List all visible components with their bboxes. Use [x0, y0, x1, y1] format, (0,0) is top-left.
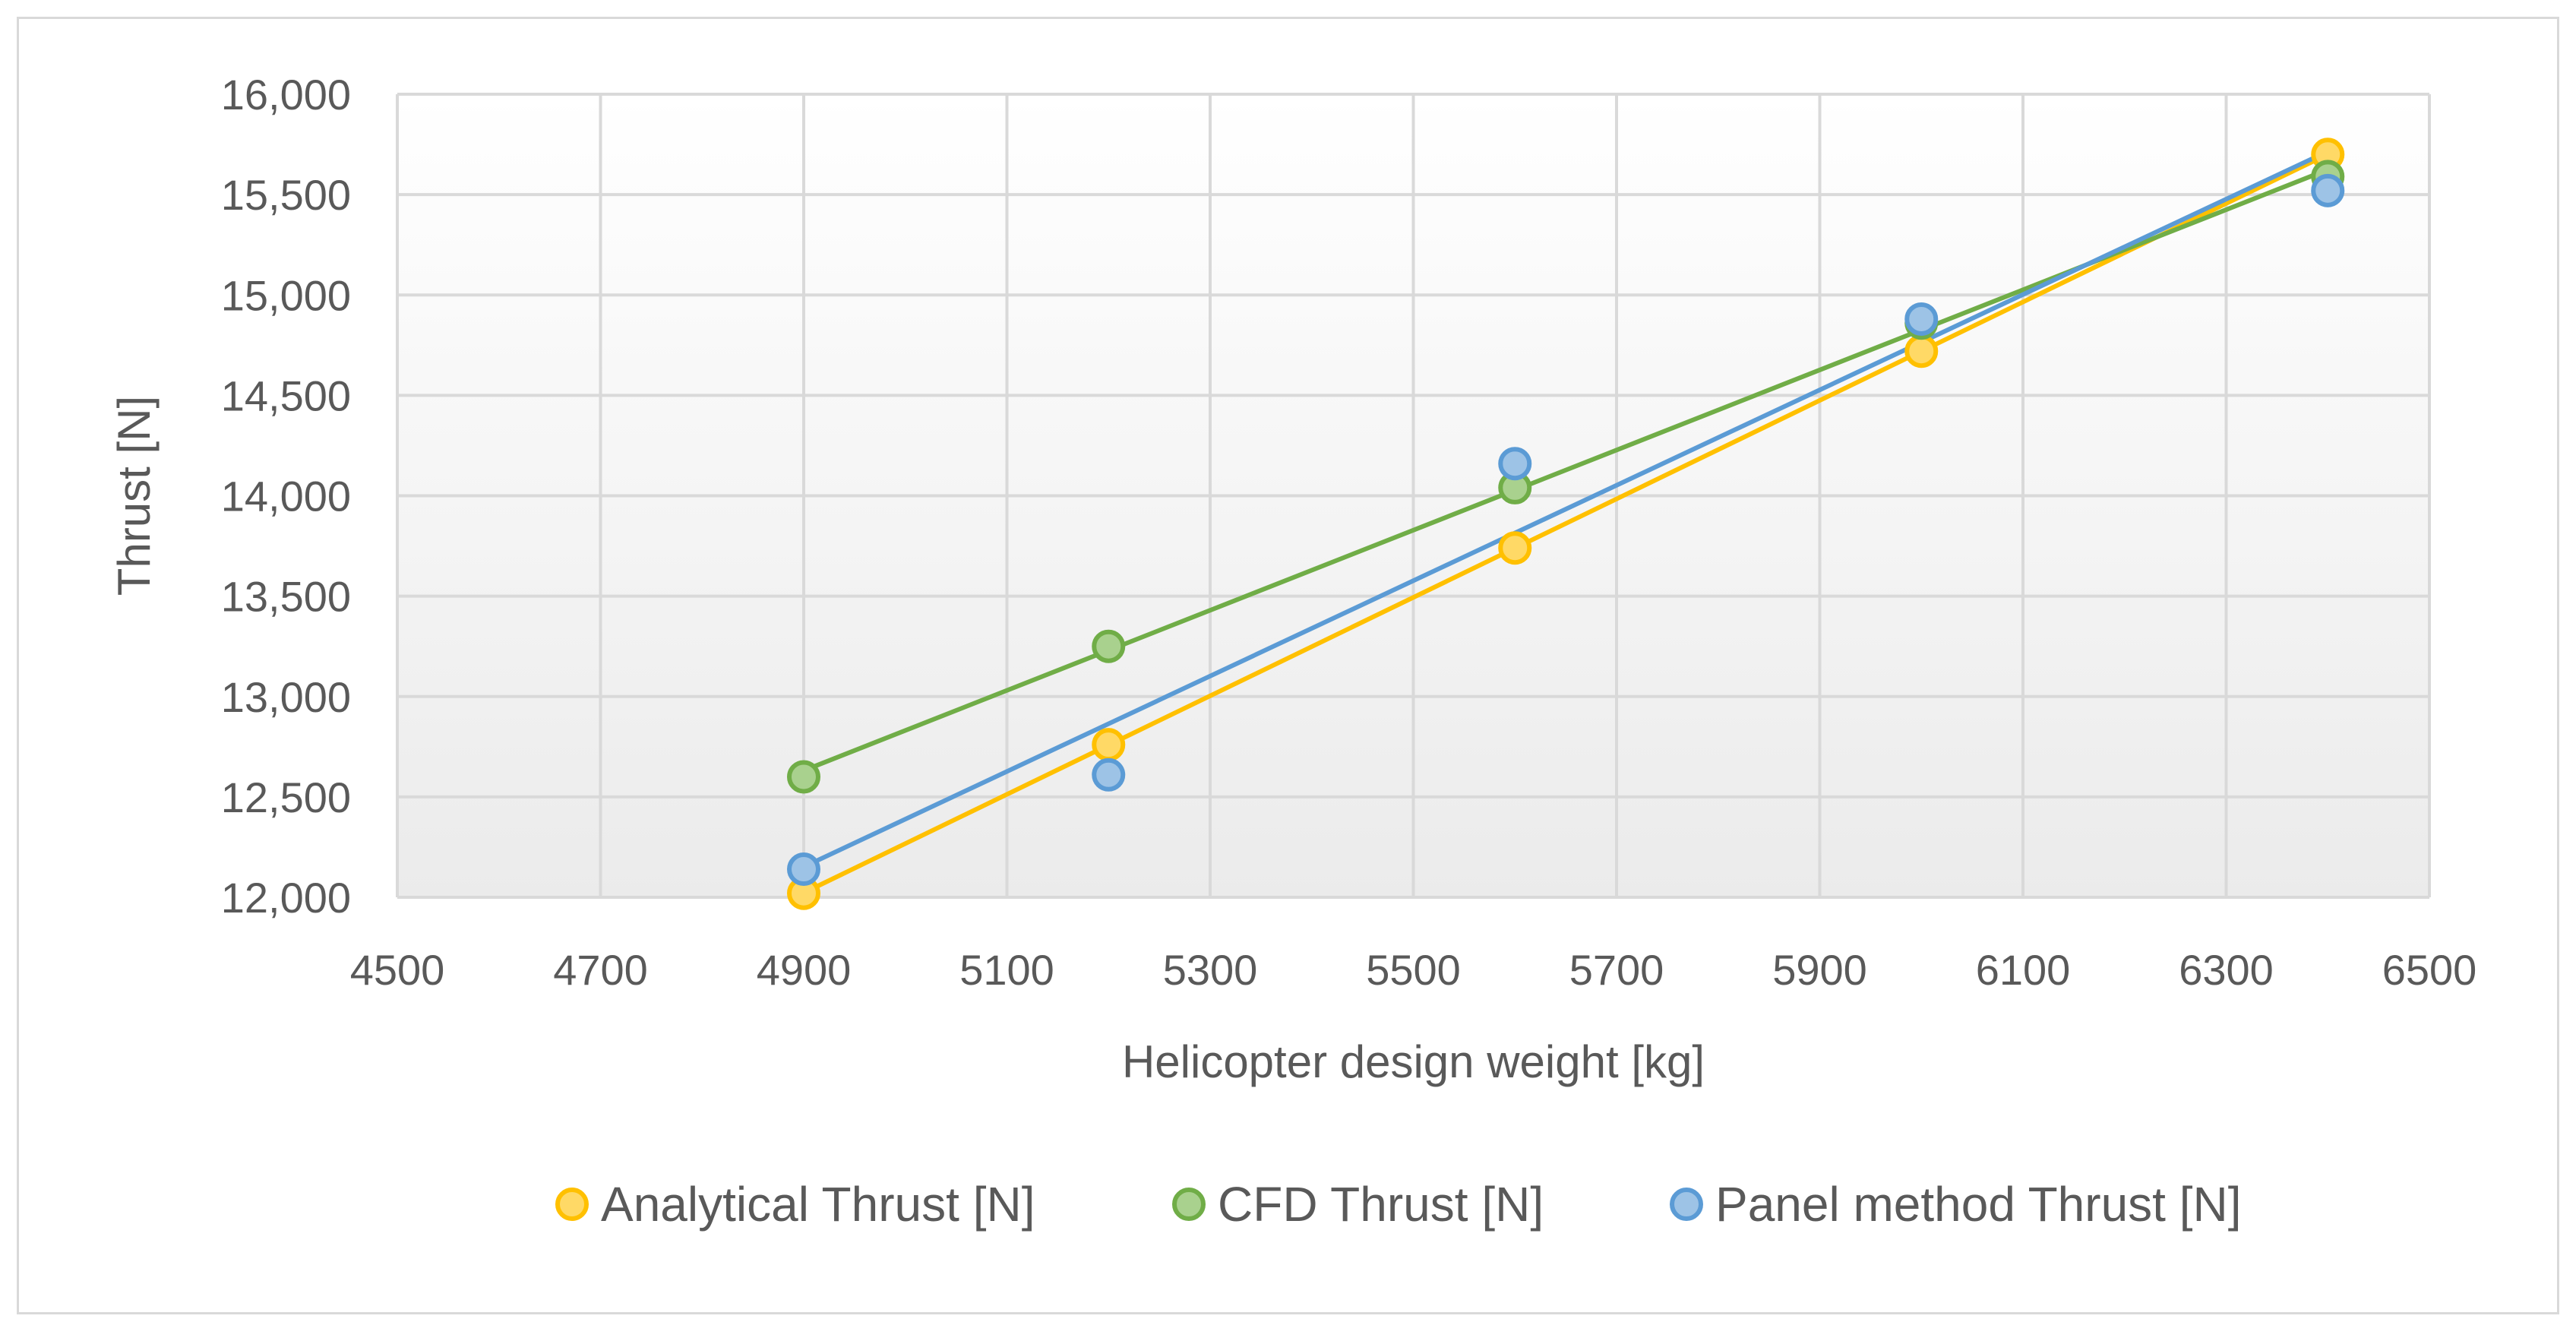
x-tick-label: 6100	[1976, 946, 2071, 994]
x-tick-label: 5900	[1772, 946, 1867, 994]
y-tick-label: 14,500	[221, 372, 351, 419]
y-tick-label: 15,000	[221, 271, 351, 319]
x-tick-label: 4700	[553, 946, 648, 994]
legend-marker-series-0	[555, 1188, 589, 1221]
legend-label-series-2: Panel method Thrust [N]	[1715, 1177, 2242, 1232]
x-tick-label: 5700	[1569, 946, 1664, 994]
data-point-series-2	[1498, 447, 1532, 481]
data-point-series-1	[1092, 629, 1126, 663]
trendlines	[802, 149, 2329, 895]
legend-label-series-1: CFD Thrust [N]	[1218, 1177, 1544, 1232]
x-tick-label: 6500	[2382, 946, 2477, 994]
data-point-series-2	[2311, 173, 2345, 207]
data-point-series-0	[1092, 728, 1126, 762]
x-tick-label: 4500	[350, 946, 445, 994]
legend-marker-series-2	[1670, 1188, 1703, 1221]
x-tick-label: 5100	[959, 946, 1054, 994]
x-tick-label: 5500	[1366, 946, 1461, 994]
y-tick-label: 13,500	[221, 573, 351, 621]
y-tick-label: 13,000	[221, 673, 351, 721]
y-tick-label: 16,000	[221, 71, 351, 119]
data-point-series-2	[787, 852, 820, 887]
data-point-series-1	[787, 760, 820, 794]
legend-label-series-0: Analytical Thrust [N]	[601, 1177, 1035, 1232]
y-tick-label: 12,000	[221, 874, 351, 922]
x-tick-label: 6300	[2179, 946, 2274, 994]
data-point-series-0	[1904, 334, 1939, 368]
data-points	[787, 138, 2345, 910]
trendline-series-0	[802, 152, 2329, 895]
data-point-series-0	[1498, 531, 1532, 565]
data-point-series-2	[1904, 302, 1939, 336]
y-tick-label: 15,500	[221, 171, 351, 219]
x-tick-label: 4900	[757, 946, 852, 994]
legend: Analytical Thrust [N] CFD Thrust [N] Panel…	[555, 1177, 2242, 1232]
y-tick-label: 14,000	[221, 473, 351, 520]
data-point-series-2	[1092, 757, 1126, 792]
x-axis-title: Helicopter design weight [kg]	[1122, 1036, 1705, 1087]
legend-marker-series-1	[1172, 1188, 1206, 1221]
trendline-series-2	[802, 149, 2329, 869]
y-tick-label: 12,500	[221, 773, 351, 821]
x-tick-label: 5300	[1163, 946, 1258, 994]
y-axis-title: Thrust [N]	[109, 396, 160, 596]
axis-tick-labels: 4500 4700 4900 5100 5300 5500 5700 5900 6100 6300…	[221, 71, 2477, 994]
